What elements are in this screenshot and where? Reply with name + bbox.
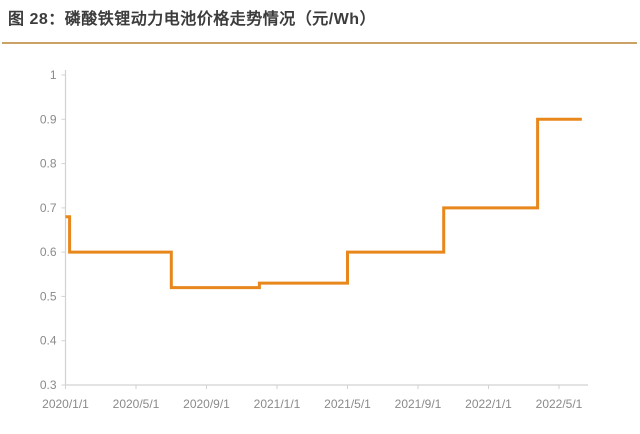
y-tick-label: 0.9	[40, 112, 57, 126]
x-tick-label: 2022/1/1	[465, 397, 512, 411]
x-tick-label: 2020/1/1	[42, 397, 89, 411]
x-tick-label: 2021/9/1	[395, 397, 442, 411]
y-tick-label: 0.4	[40, 334, 57, 348]
x-tick-label: 2020/5/1	[113, 397, 160, 411]
x-tick-label: 2020/9/1	[183, 397, 230, 411]
title-underline-divider	[2, 42, 637, 44]
y-axis-ticks: 0.3 0.4 0.5 0.6 0.7 0.8 0.9 1	[40, 68, 66, 392]
x-tick-label: 2021/1/1	[254, 397, 301, 411]
y-tick-label: 0.3	[40, 378, 57, 392]
y-tick-label: 0.6	[40, 245, 57, 259]
y-tick-label: 0.5	[40, 289, 57, 303]
x-axis-ticks: 2020/1/1 2020/5/1 2020/9/1 2021/1/1 2021/5/1…	[42, 385, 583, 411]
x-tick-label: 2022/5/1	[536, 397, 583, 411]
figure-title: 图 28：磷酸铁锂动力电池价格走势情况（元/Wh）	[8, 11, 377, 28]
x-tick-label: 2021/5/1	[324, 397, 371, 411]
y-tick-label: 0.8	[40, 157, 57, 171]
price-line	[65, 117, 582, 290]
axes	[64, 70, 588, 386]
y-tick-label: 0.7	[40, 201, 57, 215]
y-tick-label: 1	[50, 68, 57, 82]
